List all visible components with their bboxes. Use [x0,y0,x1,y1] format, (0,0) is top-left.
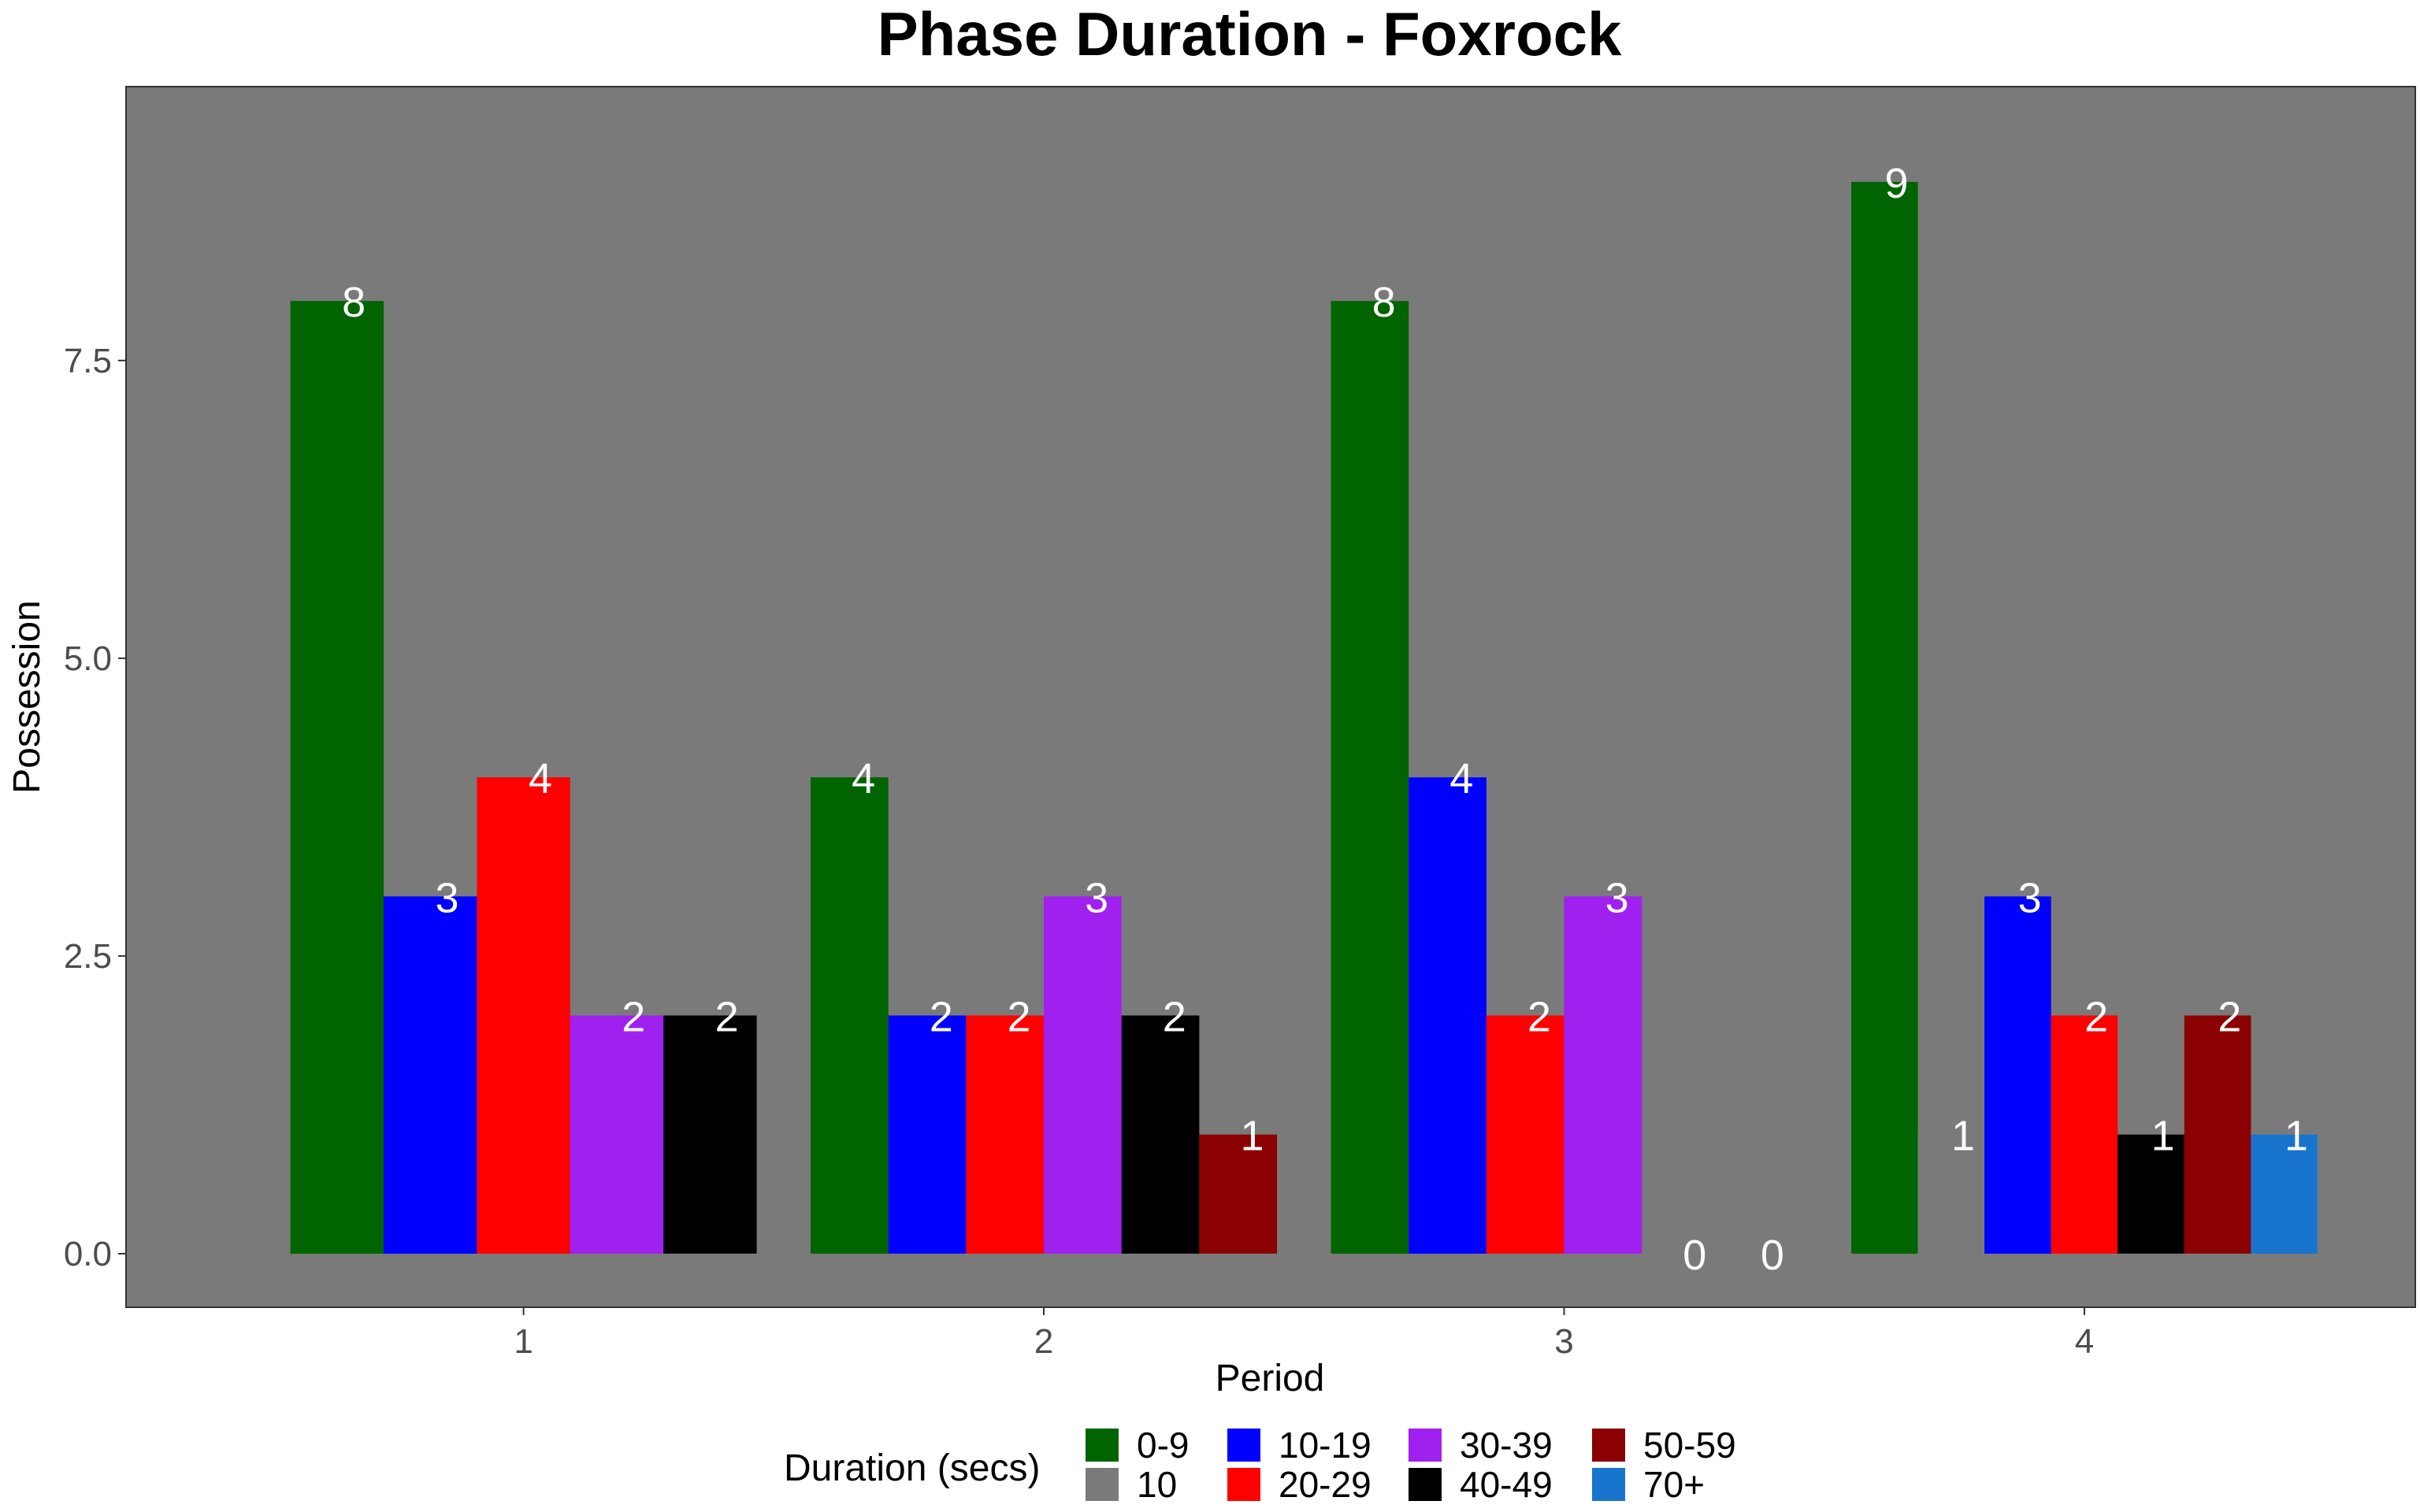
legend-item-70+: 70+ [1592,1464,1705,1505]
bar-label-period1-40-49: 2 [715,994,739,1041]
bar-period4-70+ [2251,1134,2318,1254]
legend-item-20-29: 20-29 [1227,1464,1371,1505]
bar-label-period2-40-49: 2 [1163,994,1186,1041]
legend-item-10: 10 [1086,1464,1177,1505]
legend-item-10-19: 10-19 [1227,1425,1371,1466]
bar-period2-30-39 [1044,896,1122,1254]
bar-period2-50-59 [1199,1134,1278,1254]
x-axis-title: Period [1216,1358,1325,1399]
bar-period1-10-19 [384,896,477,1254]
legend-swatch [1086,1429,1119,1462]
y-tick-label: 0.0 [64,1235,112,1273]
bar-labels-layer: 8 3 4 2 2 4 2 2 3 2 1 8 4 2 3 0 0 9 1 3 2 1 2 1 [342,160,2308,1279]
bar-period1-30-39 [570,1015,664,1254]
legend-label: 20-29 [1279,1464,1371,1505]
bar-label-period2-20-29: 2 [1007,994,1030,1041]
legend-item-40-49: 40-49 [1409,1464,1553,1505]
bar-period3-20-29 [1486,1015,1564,1254]
legend-swatch [1409,1468,1442,1501]
legend-swatch [1086,1468,1119,1501]
bar-label-period1-10-19: 3 [435,874,458,921]
bar-label-period3-20-29: 2 [1527,994,1551,1041]
chart-title: Phase Duration - Foxrock [878,0,1622,69]
bar-period3-10-19 [1409,777,1487,1254]
bar-period1-20-29 [477,777,570,1254]
bar-label-period3-0-9: 8 [1372,279,1396,326]
bar-label-period1-0-9: 8 [342,279,366,326]
bar-period2-40-49 [1121,1015,1200,1254]
bar-label-period2-0-9: 4 [852,755,875,802]
legend-swatch [1592,1468,1625,1501]
x-axis: 1 2 3 4 [514,1307,2094,1361]
bar-label-period1-30-39: 2 [622,994,645,1041]
x-tick-label: 2 [1034,1322,1053,1361]
legend-label: 50-59 [1643,1425,1736,1466]
legend-item-30-39: 30-39 [1409,1425,1553,1466]
legend-swatch [1227,1468,1260,1501]
y-axis-title: Possession [6,600,48,793]
bar-label-period4-70+: 1 [2285,1113,2308,1160]
legend-label: 10-19 [1279,1425,1371,1466]
legend-label: 10 [1137,1464,1177,1505]
bar-period2-20-29 [966,1015,1045,1254]
bar-label-period4-0-9: 9 [1884,160,1908,207]
bar-label-period4-10-19: 3 [2018,874,2042,921]
y-axis: 0.0 2.5 5.0 7.5 [64,342,126,1273]
legend-swatch [1409,1429,1442,1462]
bars-layer [290,182,2318,1254]
bar-period2-0-9 [811,777,889,1254]
bar-label-period4-20-29: 2 [2084,994,2108,1041]
bar-label-period2-30-39: 3 [1085,874,1108,921]
bar-label-period4-40-49: 1 [2151,1113,2175,1160]
bar-label-period4-10: 1 [1951,1113,1975,1160]
bar-label-period3-10-19: 4 [1449,755,1473,802]
legend-title: Duration (secs) [784,1447,1040,1489]
bar-label-period3-40-49: 0 [1683,1232,1706,1279]
x-tick-label: 4 [2075,1322,2094,1361]
legend-label: 30-39 [1460,1425,1553,1466]
bar-period4-40-49 [2118,1134,2184,1254]
bar-period1-40-49 [663,1015,757,1254]
legend-swatch [1227,1429,1260,1462]
y-tick-label: 7.5 [64,342,112,380]
bar-label-period3-30-39: 3 [1605,874,1629,921]
legend-label: 40-49 [1460,1464,1553,1505]
x-tick-label: 1 [514,1322,533,1361]
bar-period4-10 [1917,1134,1985,1254]
legend-item-50-59: 50-59 [1592,1425,1736,1466]
bar-label-period2-10-19: 2 [930,994,953,1041]
bar-period1-0-9 [290,301,384,1254]
y-tick-label: 5.0 [64,639,112,678]
bar-period4-0-9 [1851,182,1918,1254]
bar-period4-50-59 [2184,1015,2251,1254]
legend-label: 0-9 [1137,1425,1189,1466]
bar-period4-20-29 [2051,1015,2118,1254]
bar-period4-10-19 [1984,896,2051,1254]
bar-period3-0-9 [1331,301,1409,1254]
bar-period3-30-39 [1564,896,1642,1254]
bar-label-period2-50-59: 1 [1240,1113,1264,1160]
x-tick-label: 3 [1554,1322,1573,1361]
legend-swatch [1592,1429,1625,1462]
legend-label: 70+ [1643,1464,1705,1505]
bar-label-period4-50-59: 2 [2218,994,2241,1041]
y-tick-label: 2.5 [64,937,112,976]
bar-period2-10-19 [888,1015,967,1254]
bar-label-period1-20-29: 4 [529,755,552,802]
legend-item-0-9: 0-9 [1086,1425,1189,1466]
bar-label-period3-50-59: 0 [1761,1232,1784,1279]
